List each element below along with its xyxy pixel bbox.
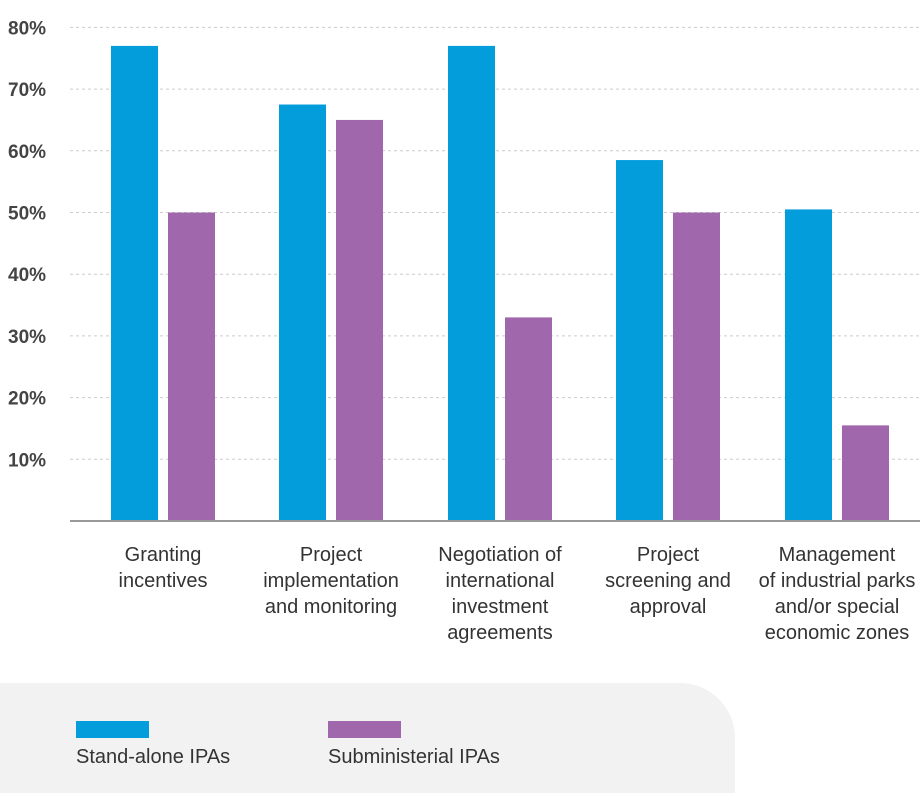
- x-category-label-3: Project screening and approval: [605, 544, 731, 618]
- x-category-label-line: agreements: [447, 622, 553, 644]
- y-tick-label: 50%: [8, 204, 46, 225]
- x-category-label-line: Granting: [125, 544, 202, 566]
- bar-subministerial-1: [336, 119, 383, 521]
- bar-subministerial-3: [673, 212, 720, 521]
- x-category-label-line: incentives: [119, 570, 208, 592]
- x-category-label-line: implementation: [263, 570, 399, 592]
- bar-standalone-3: [616, 160, 663, 521]
- x-category-label-line: screening and: [605, 570, 731, 592]
- chart: 10% 20% 30% 40% 50% 60% 70% 80% Granting incenti…: [0, 18, 920, 793]
- bar-subministerial-0: [168, 212, 215, 521]
- x-category-label-line: investment: [452, 596, 549, 618]
- y-axis-tick-labels: 10% 20% 30% 40% 50% 60% 70% 80%: [8, 18, 46, 471]
- y-tick-label: 80%: [8, 18, 46, 39]
- x-category-label-2: Negotiation of international investment agr…: [438, 544, 562, 644]
- x-category-label-line: economic zones: [765, 622, 910, 644]
- y-tick-label: 40%: [8, 265, 46, 286]
- x-category-label-line: and/or special: [775, 596, 900, 618]
- y-tick-label: 30%: [8, 327, 46, 348]
- bar-chart-svg: 10% 20% 30% 40% 50% 60% 70% 80% Granting incenti…: [8, 18, 920, 644]
- legend-swatch-standalone: [76, 721, 149, 738]
- x-category-label-4: Management of industrial parks and/or spec…: [759, 544, 916, 644]
- legend: Stand-alone IPAs Subministerial IPAs: [0, 683, 735, 793]
- bar-standalone-1: [279, 104, 326, 522]
- x-category-label-line: international: [446, 570, 555, 592]
- x-category-label-1: Project implementation and monitoring: [263, 544, 399, 618]
- x-category-label-line: Management: [779, 544, 896, 566]
- bar-standalone-0: [111, 45, 158, 521]
- legend-swatch-subministerial: [328, 721, 401, 738]
- y-tick-label: 10%: [8, 450, 46, 471]
- bar-subministerial-4: [842, 425, 889, 521]
- legend-label-standalone: Stand-alone IPAs: [76, 746, 231, 768]
- legend-item-subministerial: Subministerial IPAs: [328, 721, 500, 769]
- x-category-label-line: approval: [630, 596, 707, 618]
- x-category-label-line: of industrial parks: [759, 570, 916, 592]
- y-tick-label: 60%: [8, 142, 46, 163]
- legend-label-subministerial: Subministerial IPAs: [328, 746, 500, 768]
- gridlines: [70, 26, 920, 460]
- x-category-label-line: Negotiation of: [438, 544, 562, 566]
- bar-subministerial-2: [505, 317, 552, 521]
- x-category-label-line: Project: [300, 544, 363, 566]
- x-category-label-0: Granting incentives: [119, 544, 208, 592]
- bars: [111, 45, 889, 522]
- bar-standalone-2: [448, 45, 495, 521]
- y-tick-label: 70%: [8, 80, 46, 101]
- x-axis-category-labels: Granting incentives Project implementation a…: [119, 544, 916, 644]
- x-category-label-line: Project: [637, 544, 700, 566]
- bar-standalone-4: [785, 209, 832, 522]
- x-category-label-line: and monitoring: [265, 596, 397, 618]
- legend-item-standalone: Stand-alone IPAs: [76, 721, 230, 769]
- y-tick-label: 20%: [8, 389, 46, 410]
